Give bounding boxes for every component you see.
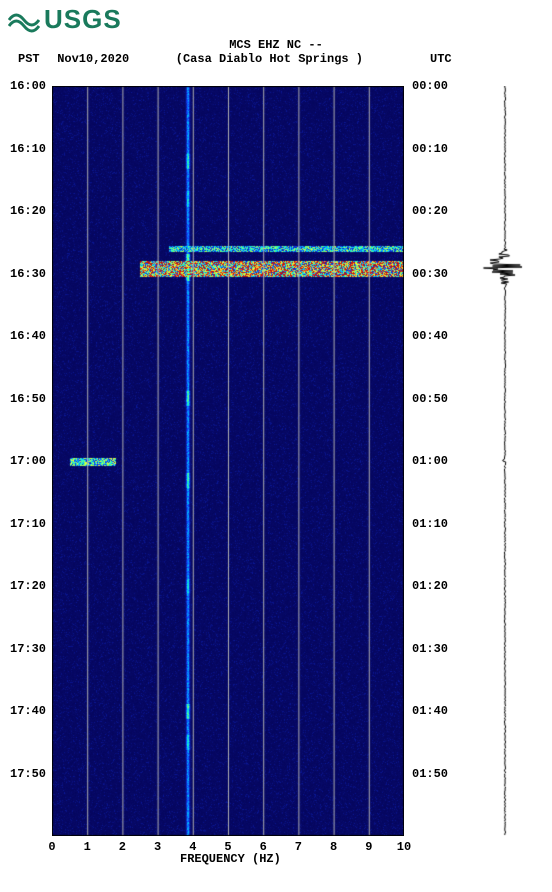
y-left-label: 17:00 [10,454,46,468]
usgs-wave-icon [8,6,40,34]
y-left-label: 16:50 [10,392,46,406]
x-label: 9 [365,840,372,854]
y-right-label: 00:50 [412,392,448,406]
y-left-label: 17:50 [10,767,46,781]
x-label: 10 [397,840,411,854]
y-right-label: 01:40 [412,704,448,718]
chart-header: MCS EHZ NC -- PST Nov10,2020 (Casa Diabl… [0,38,552,66]
x-label: 8 [330,840,337,854]
waveform-canvas [475,86,535,836]
x-label: 4 [189,840,196,854]
page-root: USGS MCS EHZ NC -- PST Nov10,2020 (Casa … [0,0,552,892]
usgs-logo-text: USGS [44,4,122,35]
x-label: 6 [260,840,267,854]
y-right-label: 00:10 [412,142,448,156]
y-right-label: 01:10 [412,517,448,531]
y-left-label: 17:40 [10,704,46,718]
tz-left: PST [18,52,50,66]
y-left-label: 16:30 [10,267,46,281]
header-location: (Casa Diablo Hot Springs ) [154,52,384,66]
x-axis-title: FREQUENCY (HZ) [180,852,281,866]
x-label: 5 [224,840,231,854]
tz-right: UTC [392,52,452,66]
y-right-label: 00:30 [412,267,448,281]
y-right-label: 01:50 [412,767,448,781]
y-left-label: 16:00 [10,79,46,93]
y-right-label: 00:20 [412,204,448,218]
y-left-label: 16:20 [10,204,46,218]
spectrogram-canvas [52,86,404,836]
y-right-label: 00:40 [412,329,448,343]
x-label: 3 [154,840,161,854]
y-right-label: 01:00 [412,454,448,468]
header-date: Nov10,2020 [57,52,147,66]
y-left-label: 16:10 [10,142,46,156]
y-right-label: 01:30 [412,642,448,656]
x-label: 1 [84,840,91,854]
y-left-label: 16:40 [10,329,46,343]
spectrogram-area [52,86,404,836]
y-left-label: 17:20 [10,579,46,593]
y-left-label: 17:30 [10,642,46,656]
x-label: 7 [295,840,302,854]
y-right-label: 00:00 [412,79,448,93]
x-label: 2 [119,840,126,854]
y-right-label: 01:20 [412,579,448,593]
station-code: MCS EHZ NC -- [0,38,552,52]
x-label: 0 [48,840,55,854]
y-left-label: 17:10 [10,517,46,531]
usgs-logo: USGS [8,4,122,35]
